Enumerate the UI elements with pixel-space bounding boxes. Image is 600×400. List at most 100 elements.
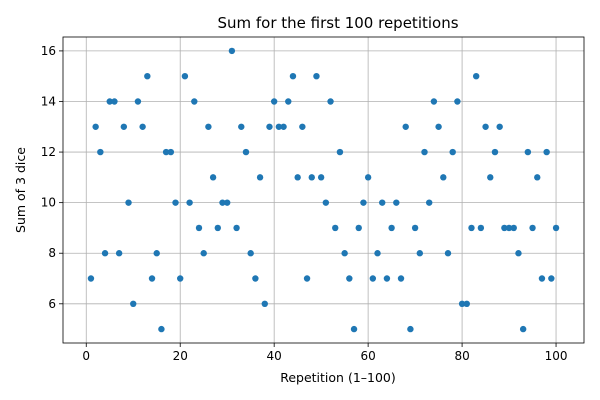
data-point bbox=[529, 224, 536, 232]
data-point bbox=[510, 224, 517, 232]
data-point bbox=[449, 148, 456, 156]
data-point bbox=[111, 98, 118, 105]
data-point bbox=[402, 123, 409, 130]
data-point bbox=[458, 300, 466, 308]
x-tick-label: 60 bbox=[360, 349, 375, 363]
x-tick-label: 80 bbox=[454, 349, 469, 363]
data-point bbox=[524, 148, 532, 156]
data-point bbox=[238, 123, 245, 130]
data-point bbox=[177, 275, 184, 282]
data-point bbox=[360, 199, 367, 206]
data-point bbox=[191, 98, 198, 105]
data-point bbox=[275, 123, 283, 130]
data-point bbox=[219, 199, 226, 206]
plot-frame bbox=[62, 36, 585, 344]
data-point bbox=[440, 174, 447, 181]
axis-ticks: 0 20 40 60 80 100 6 8 10 12 14 16 bbox=[41, 44, 568, 363]
data-point bbox=[106, 98, 113, 105]
data-point bbox=[158, 325, 165, 333]
data-point bbox=[552, 224, 560, 232]
data-point bbox=[148, 275, 156, 282]
data-point bbox=[120, 123, 128, 130]
data-point bbox=[256, 174, 264, 181]
data-point bbox=[205, 123, 212, 130]
data-point bbox=[115, 250, 123, 257]
data-point bbox=[515, 250, 522, 257]
data-point bbox=[416, 250, 424, 257]
data-point bbox=[308, 174, 315, 181]
y-tick-label: 12 bbox=[41, 145, 56, 159]
data-point bbox=[468, 224, 475, 232]
data-point bbox=[393, 199, 400, 206]
y-axis-label: Sum of 3 dice bbox=[13, 147, 28, 233]
data-point bbox=[463, 300, 470, 308]
x-tick-label: 20 bbox=[173, 349, 188, 363]
data-point bbox=[477, 224, 485, 232]
data-points bbox=[87, 47, 560, 333]
data-point bbox=[482, 123, 489, 130]
data-point bbox=[421, 148, 428, 156]
data-point bbox=[186, 199, 193, 206]
data-point bbox=[223, 199, 231, 206]
data-point bbox=[270, 98, 278, 105]
y-tick-label: 10 bbox=[41, 196, 56, 210]
y-tick-label: 16 bbox=[41, 44, 56, 58]
y-tick-label: 6 bbox=[48, 297, 56, 311]
data-point bbox=[242, 148, 250, 156]
data-point bbox=[519, 325, 527, 333]
data-point bbox=[101, 250, 109, 257]
data-point bbox=[280, 123, 287, 130]
data-point bbox=[317, 174, 325, 181]
x-tick-label: 100 bbox=[545, 349, 568, 363]
data-point bbox=[505, 224, 513, 232]
data-point bbox=[299, 123, 306, 130]
data-point bbox=[374, 250, 381, 257]
data-point bbox=[543, 148, 550, 156]
data-point bbox=[153, 250, 160, 257]
data-point bbox=[322, 199, 330, 206]
data-point bbox=[534, 174, 541, 181]
data-point bbox=[200, 250, 207, 257]
data-point bbox=[247, 250, 254, 257]
data-point bbox=[355, 224, 362, 232]
data-point bbox=[144, 72, 151, 80]
data-point bbox=[92, 123, 99, 130]
y-tick-label: 14 bbox=[41, 94, 56, 108]
data-point bbox=[426, 199, 433, 206]
data-point bbox=[491, 148, 499, 156]
data-point bbox=[125, 199, 132, 206]
data-point bbox=[496, 123, 503, 130]
data-point bbox=[407, 325, 414, 333]
data-point bbox=[430, 98, 438, 105]
x-tick-label: 0 bbox=[82, 349, 90, 363]
data-point bbox=[87, 275, 95, 282]
x-tick-label: 40 bbox=[267, 349, 282, 363]
data-point bbox=[336, 148, 344, 156]
data-point bbox=[167, 148, 175, 156]
data-point bbox=[341, 250, 348, 257]
data-point bbox=[130, 300, 137, 308]
data-point bbox=[214, 224, 221, 232]
data-point bbox=[364, 174, 372, 181]
data-point bbox=[228, 47, 236, 55]
data-point bbox=[538, 275, 546, 282]
data-point bbox=[313, 72, 320, 80]
chart-title: Sum for the first 100 repetitions bbox=[217, 14, 458, 32]
data-point bbox=[139, 123, 146, 130]
data-point bbox=[181, 72, 189, 80]
data-point bbox=[501, 224, 508, 232]
data-point bbox=[233, 224, 240, 232]
data-point bbox=[548, 275, 555, 282]
data-point bbox=[379, 199, 386, 206]
y-tick-label: 8 bbox=[48, 246, 56, 260]
data-point bbox=[435, 123, 442, 130]
data-point bbox=[172, 199, 179, 206]
data-point bbox=[397, 275, 405, 282]
data-point bbox=[350, 325, 358, 333]
data-point bbox=[444, 250, 452, 257]
data-point bbox=[487, 174, 494, 181]
data-point bbox=[383, 275, 391, 282]
data-point bbox=[388, 224, 395, 232]
data-point bbox=[195, 224, 203, 232]
